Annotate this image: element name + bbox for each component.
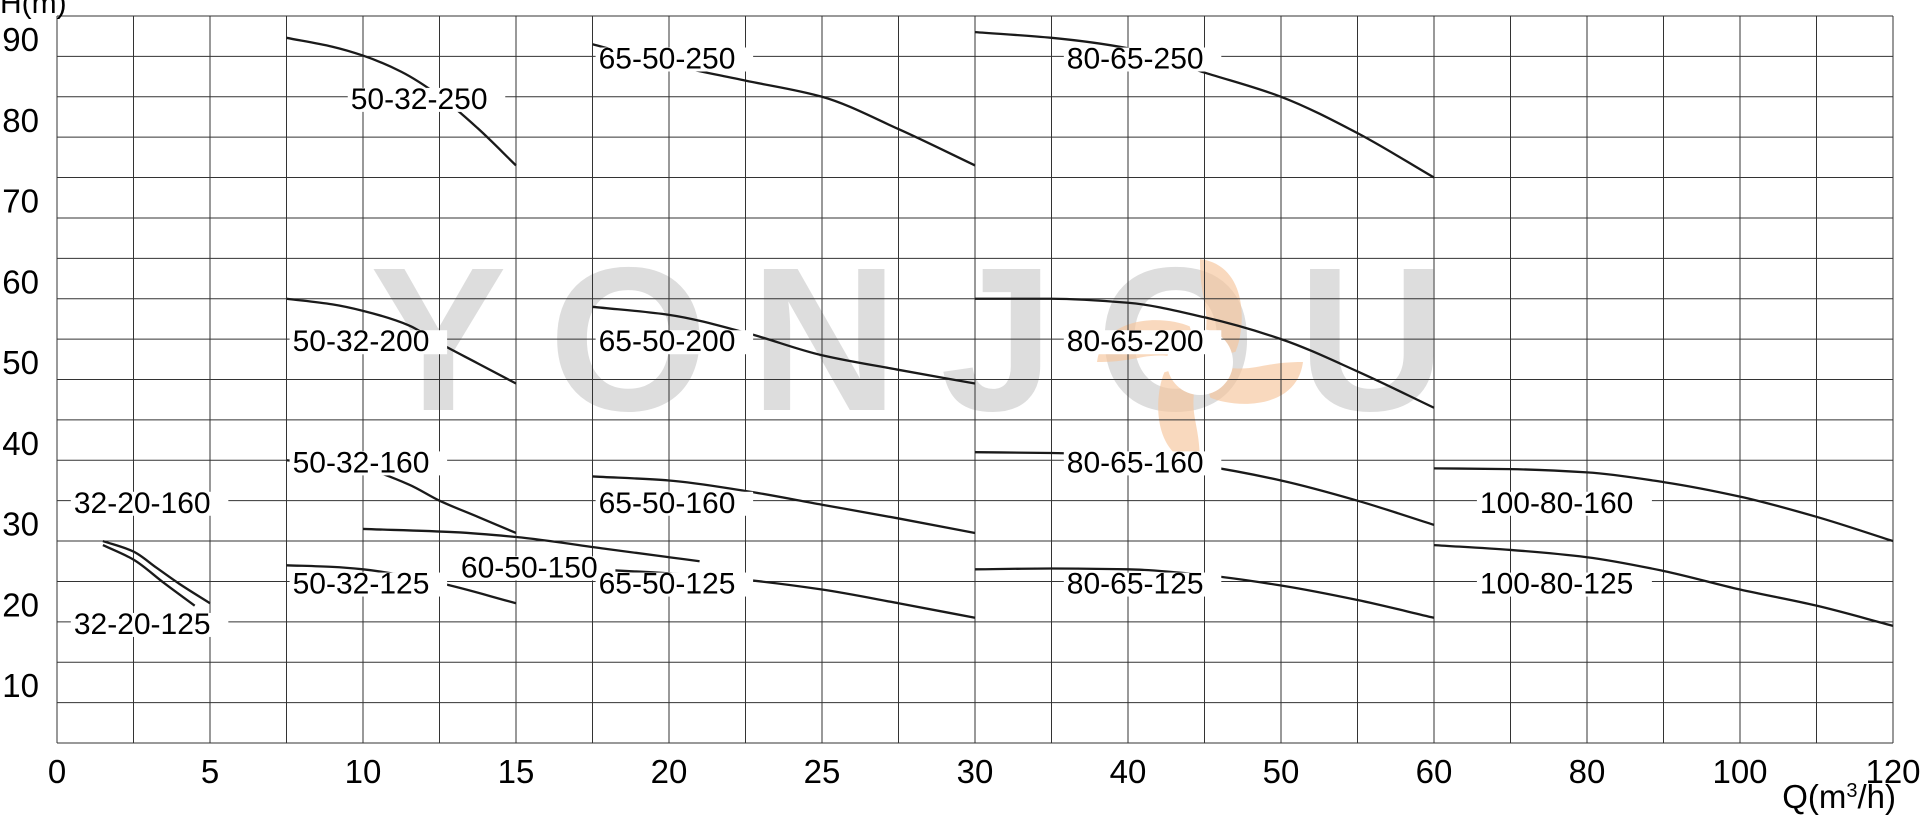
svg-text:10: 10 bbox=[345, 753, 382, 790]
svg-text:30: 30 bbox=[2, 506, 39, 543]
svg-text:32-20-160: 32-20-160 bbox=[74, 487, 211, 520]
svg-text:100: 100 bbox=[1712, 753, 1767, 790]
svg-text:32-20-125: 32-20-125 bbox=[74, 608, 211, 641]
svg-text:80: 80 bbox=[2, 102, 39, 139]
svg-text:65-50-160: 65-50-160 bbox=[599, 487, 736, 520]
svg-text:80-65-160: 80-65-160 bbox=[1067, 446, 1204, 479]
svg-text:70: 70 bbox=[2, 183, 39, 220]
svg-text:80: 80 bbox=[1569, 753, 1606, 790]
svg-text:65-50-125: 65-50-125 bbox=[599, 568, 736, 601]
svg-text:30: 30 bbox=[957, 753, 994, 790]
svg-text:H(m): H(m) bbox=[0, 0, 67, 20]
svg-text:50-32-200: 50-32-200 bbox=[293, 325, 430, 358]
svg-text:80-65-125: 80-65-125 bbox=[1067, 568, 1204, 601]
svg-text:25: 25 bbox=[804, 753, 841, 790]
svg-text:60: 60 bbox=[1416, 753, 1453, 790]
svg-text:80-65-250: 80-65-250 bbox=[1067, 43, 1204, 76]
svg-text:80-65-200: 80-65-200 bbox=[1067, 325, 1204, 358]
svg-text:50-32-250: 50-32-250 bbox=[351, 83, 488, 116]
svg-text:65-50-200: 65-50-200 bbox=[599, 325, 736, 358]
svg-text:90: 90 bbox=[2, 21, 39, 58]
svg-text:50: 50 bbox=[1263, 753, 1300, 790]
svg-text:0: 0 bbox=[48, 753, 66, 790]
svg-text:10: 10 bbox=[2, 667, 39, 704]
svg-text:60: 60 bbox=[2, 263, 39, 300]
svg-text:20: 20 bbox=[2, 586, 39, 623]
svg-text:40: 40 bbox=[1110, 753, 1147, 790]
svg-text:15: 15 bbox=[498, 753, 535, 790]
svg-text:50-32-125: 50-32-125 bbox=[293, 568, 430, 601]
svg-text:Q(m3/h): Q(m3/h) bbox=[1782, 778, 1896, 815]
svg-text:40: 40 bbox=[2, 425, 39, 462]
svg-text:20: 20 bbox=[651, 753, 688, 790]
svg-text:50-32-160: 50-32-160 bbox=[293, 446, 430, 479]
svg-text:100-80-160: 100-80-160 bbox=[1480, 487, 1633, 520]
svg-text:60-50-150: 60-50-150 bbox=[461, 551, 598, 584]
svg-text:100-80-125: 100-80-125 bbox=[1480, 568, 1633, 601]
svg-text:5: 5 bbox=[201, 753, 219, 790]
svg-text:50: 50 bbox=[2, 344, 39, 381]
svg-text:65-50-250: 65-50-250 bbox=[599, 43, 736, 76]
